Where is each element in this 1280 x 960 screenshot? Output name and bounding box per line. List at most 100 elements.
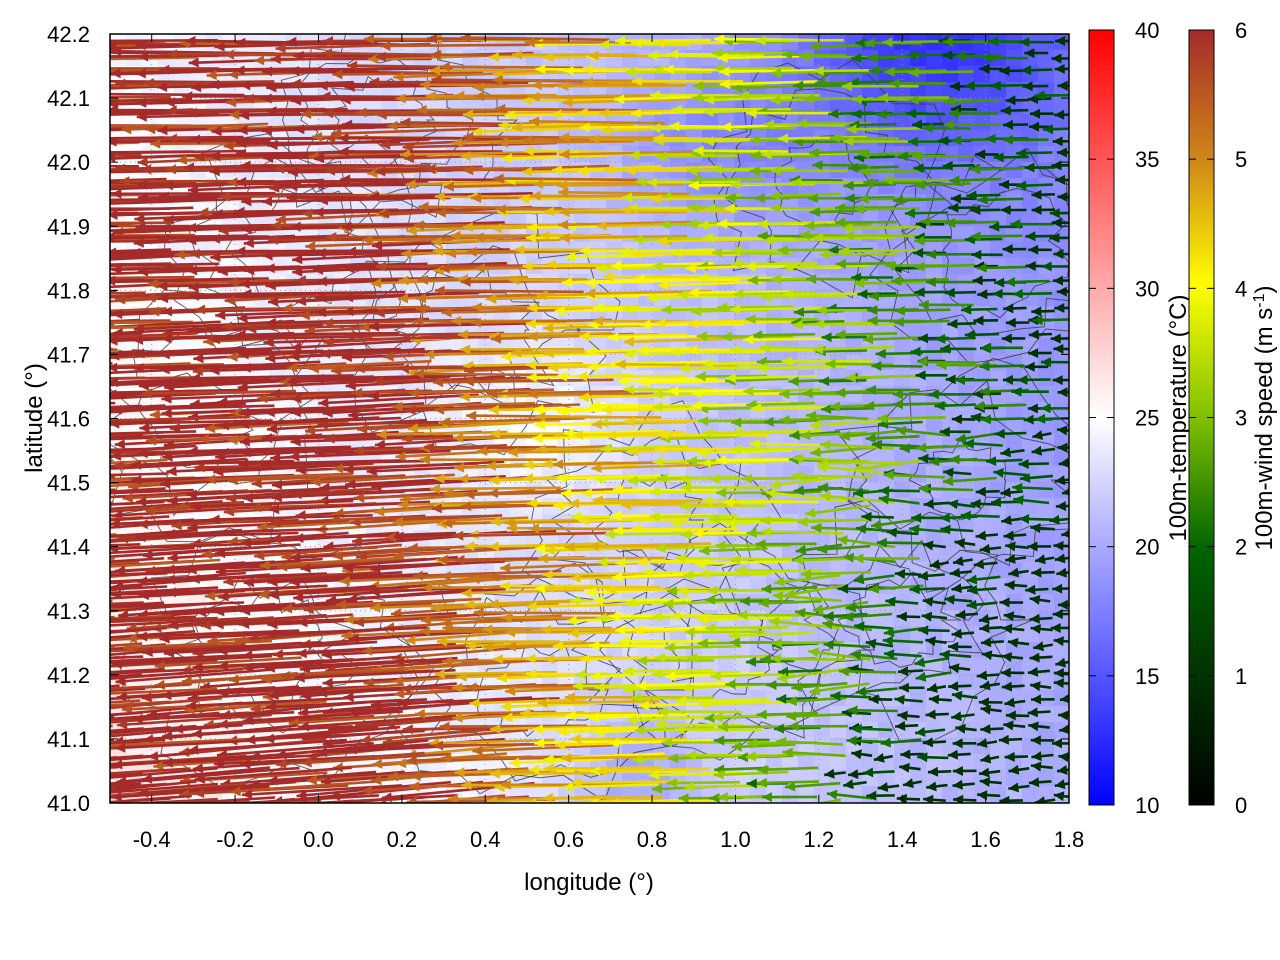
temperature-cell [1006, 162, 1023, 179]
temperature-cell [798, 802, 815, 803]
wind-vector [1213, 347, 1237, 357]
temperature-cell [574, 226, 591, 243]
temperature-cell [734, 482, 751, 499]
temperature-cell [1054, 594, 1069, 611]
wind-vector [1239, 626, 1262, 636]
temperature-cell [446, 34, 463, 51]
wind-vector [1134, 133, 1158, 143]
wind-vector [1213, 513, 1233, 523]
temperature-cell [798, 338, 815, 355]
temperature-cell [302, 802, 319, 803]
temperature-cell [510, 210, 527, 227]
wind-vector [1132, 207, 1156, 217]
temperature-cell [702, 802, 719, 803]
temperature-cell [574, 210, 591, 227]
temperature-cell [446, 802, 463, 803]
wind-vector [110, 630, 114, 633]
temperature-cell [830, 738, 847, 755]
temperature-cell [974, 50, 991, 67]
temperature-cell [686, 50, 703, 67]
temperature-cell [478, 482, 495, 499]
temperature-cell [686, 802, 703, 803]
temperature-cell [846, 386, 863, 403]
temperature-cell [830, 370, 847, 387]
temperature-cell [990, 530, 1007, 547]
temperature-cell [1022, 130, 1039, 147]
temperature-cell [350, 802, 367, 803]
temperature-cell [750, 802, 767, 803]
wind-vector [1135, 245, 1159, 255]
wind-vector [1160, 571, 1183, 581]
wind-vector [1233, 120, 1256, 130]
temperature-cell [990, 706, 1007, 723]
temperature-cell [734, 402, 751, 419]
temperature-cell [894, 98, 911, 115]
temperature-cell [782, 274, 799, 291]
wind-vector [1136, 192, 1160, 202]
temperature-cell [926, 162, 943, 179]
wind-vector [1113, 513, 1133, 523]
temperature-cell [974, 114, 991, 131]
wind-vector [1234, 137, 1258, 147]
temperature-cell [446, 210, 463, 227]
temperature-cell [750, 786, 767, 803]
temperature-cell [894, 370, 911, 387]
wind-vector [1216, 447, 1237, 457]
wind-vector [110, 557, 115, 560]
wind-vector [1135, 486, 1156, 496]
temperature-cell [638, 802, 655, 803]
temperature-cell [798, 370, 815, 387]
wind-vector [1157, 38, 1181, 48]
temperature-cell [926, 466, 943, 483]
wind-vector [1237, 94, 1261, 104]
temperature-cell [110, 802, 127, 803]
temperature-cell [862, 610, 879, 627]
temperature-cell [958, 338, 975, 355]
wind-vector [110, 644, 115, 648]
wind-vector [1214, 433, 1235, 443]
wind-vector [1139, 456, 1160, 466]
temperature-cell [910, 498, 927, 515]
temperature-cell [814, 290, 831, 307]
wind-vector [1161, 188, 1185, 198]
wind-vector [1159, 246, 1183, 256]
temperature-cell [926, 98, 943, 115]
wind-vector [1136, 95, 1160, 105]
wind-vector [110, 378, 115, 382]
wind-vector [1211, 500, 1234, 510]
temperature-cell [1038, 770, 1055, 787]
temperature-cell [1038, 162, 1055, 179]
temperature-cell [814, 738, 831, 755]
temperature-cell [974, 130, 991, 147]
temperature-cell [542, 802, 559, 803]
wind-vector [110, 449, 119, 453]
temperature-cell [1054, 802, 1069, 803]
wind-vector [110, 514, 113, 517]
temperature-cell [590, 370, 607, 387]
wind-vector [1238, 203, 1262, 213]
wind-vector [1133, 444, 1155, 454]
temperature-cell [638, 50, 655, 67]
temperature-cell [1022, 482, 1039, 499]
temperature-cell [174, 594, 191, 611]
temperature-cell [462, 50, 479, 67]
temperature-cell [1038, 98, 1055, 115]
wind-vector [1162, 202, 1186, 212]
wind-vector [1241, 582, 1262, 592]
wind-vector [1214, 260, 1238, 270]
temperature-cell [1038, 386, 1055, 403]
wind-vector [1238, 176, 1261, 186]
wind-vector [1131, 513, 1155, 523]
wind-vector [1162, 95, 1186, 105]
wind-vector [1161, 273, 1185, 283]
wind-vector [1113, 615, 1132, 625]
temperature-cell [814, 722, 831, 739]
wind-vector [110, 237, 115, 240]
temperature-cell [1022, 194, 1039, 211]
temperature-cell [430, 802, 447, 803]
wind-vector [1214, 39, 1238, 49]
wind-vector [1213, 138, 1237, 148]
temperature-cell [766, 450, 783, 467]
wind-vector [1114, 557, 1133, 567]
